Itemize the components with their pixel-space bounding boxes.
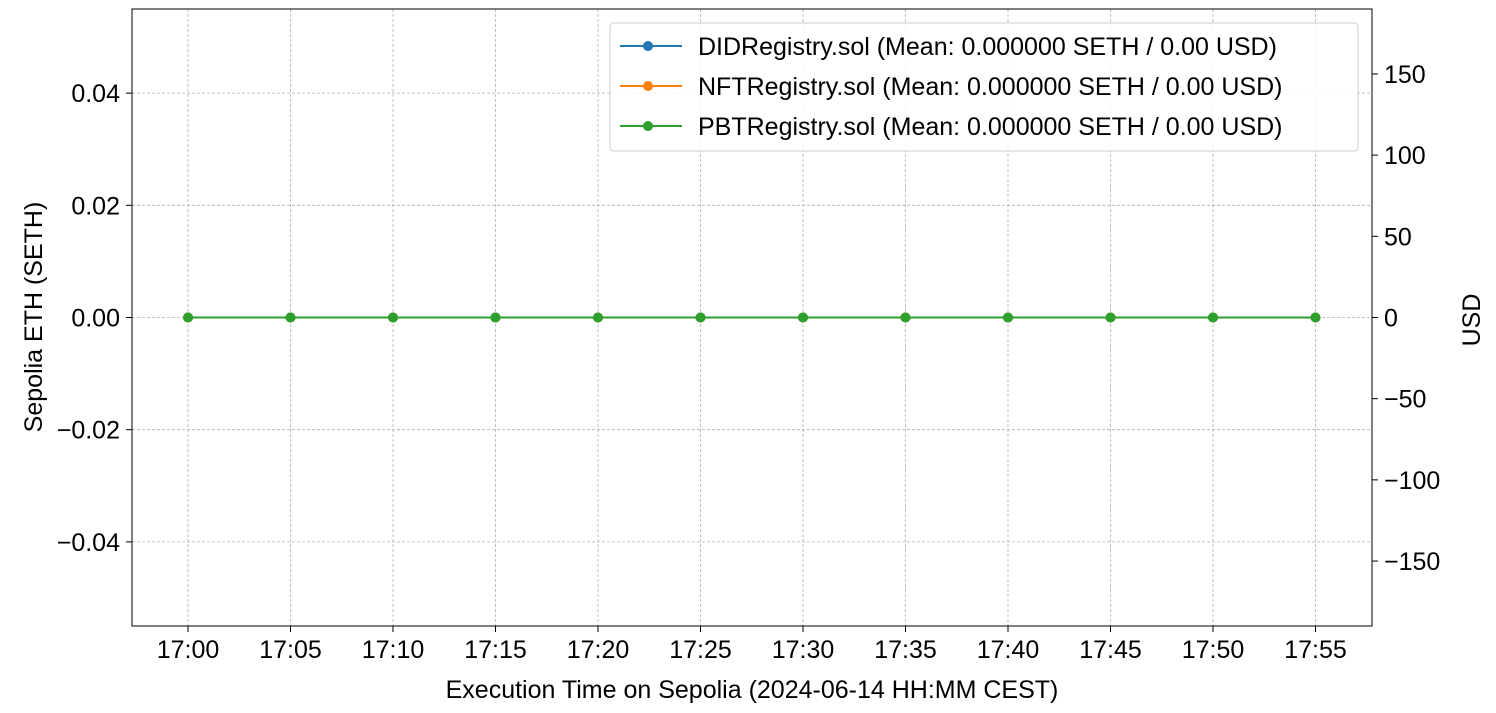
x-tick-label: 17:50 <box>1182 636 1245 664</box>
data-point <box>900 312 911 323</box>
x-tick-label: 17:25 <box>669 636 732 664</box>
legend-swatch-marker <box>643 41 653 51</box>
y-tick-label: 0.02 <box>71 192 120 220</box>
y2-tick-label: 50 <box>1384 223 1412 251</box>
x-tick-label: 17:05 <box>259 636 322 664</box>
x-tick-label: 17:15 <box>464 636 527 664</box>
data-point <box>695 312 706 323</box>
data-point <box>1003 312 1013 323</box>
x-axis-label: Execution Time on Sepolia (2024-06-14 HH… <box>446 676 1059 704</box>
data-point <box>593 312 603 323</box>
data-point <box>388 312 398 323</box>
legend-swatch-marker <box>643 81 653 91</box>
x-tick-label: 17:35 <box>874 636 937 664</box>
y-axis-right: 150 100 50 0 −50 −100 −150 <box>1372 61 1440 576</box>
data-point <box>490 312 501 323</box>
legend-label: DIDRegistry.sol (Mean: 0.000000 SETH / 0… <box>698 33 1277 61</box>
legend-label: NFTRegistry.sol (Mean: 0.000000 SETH / 0… <box>698 73 1282 101</box>
x-axis: 17:00 17:05 17:10 17:15 17:20 17:25 17:30 17:35… <box>157 626 1347 664</box>
y-tick-label: 0.00 <box>71 305 120 333</box>
legend: DIDRegistry.sol (Mean: 0.000000 SETH / 0… <box>609 22 1359 152</box>
data-point <box>1105 312 1116 323</box>
y-tick-label: −0.02 <box>57 417 120 445</box>
series-group <box>183 312 1321 323</box>
y2-axis-label: USD <box>1458 294 1486 347</box>
y-tick-label: 0.04 <box>71 80 120 108</box>
y-axis-left: 0.04 0.02 0.00 −0.02 −0.04 <box>57 80 132 557</box>
x-tick-label: 17:45 <box>1079 636 1142 664</box>
y2-tick-label: 100 <box>1384 142 1426 170</box>
series-layer <box>183 312 1321 323</box>
x-tick-label: 17:55 <box>1284 636 1347 664</box>
y2-tick-label: −100 <box>1384 467 1440 495</box>
data-point <box>285 312 296 323</box>
y2-tick-label: −50 <box>1384 386 1426 414</box>
x-tick-label: 17:10 <box>362 636 425 664</box>
y-axis-label: Sepolia ETH (SETH) <box>20 202 48 433</box>
x-tick-label: 17:20 <box>567 636 630 664</box>
y2-tick-label: −150 <box>1384 548 1440 576</box>
data-point <box>1208 312 1218 323</box>
x-tick-label: 17:30 <box>772 636 835 664</box>
data-point <box>183 312 193 323</box>
legend-label: PBTRegistry.sol (Mean: 0.000000 SETH / 0… <box>698 113 1283 141</box>
data-point <box>798 312 808 323</box>
y2-tick-label: 0 <box>1384 305 1398 333</box>
x-tick-label: 17:00 <box>157 636 220 664</box>
data-point <box>1310 312 1321 323</box>
y2-tick-label: 150 <box>1384 61 1426 89</box>
legend-swatch-marker <box>643 121 653 131</box>
y-tick-label: −0.04 <box>57 529 120 557</box>
legend-frame <box>609 22 1359 152</box>
x-tick-label: 17:40 <box>977 636 1040 664</box>
